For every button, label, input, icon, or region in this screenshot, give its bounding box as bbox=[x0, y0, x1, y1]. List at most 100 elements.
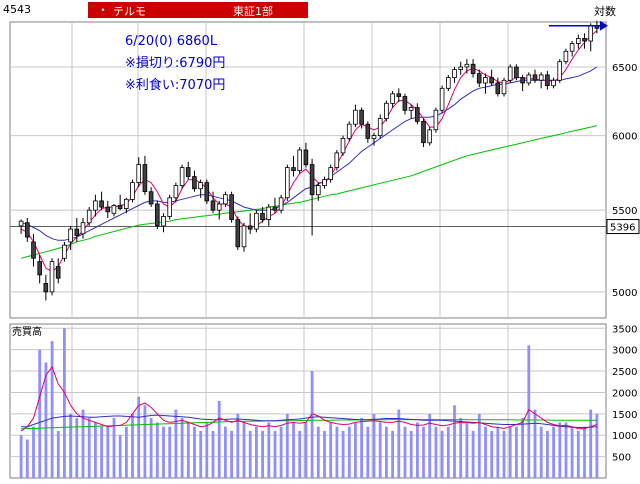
volume-bar bbox=[366, 426, 370, 478]
candle-body bbox=[80, 222, 86, 235]
candle-body bbox=[297, 149, 302, 172]
volume-bar bbox=[81, 409, 85, 478]
volume-bar bbox=[391, 430, 394, 478]
candle-body bbox=[439, 87, 445, 111]
volume-bar bbox=[248, 430, 252, 478]
stock-code: 4543 bbox=[3, 3, 31, 16]
volume-bar bbox=[465, 422, 469, 478]
candle-body bbox=[74, 228, 80, 236]
volume-bar bbox=[564, 422, 568, 478]
candle-body bbox=[260, 212, 265, 221]
candle-body bbox=[148, 191, 154, 205]
candle-body bbox=[31, 241, 36, 259]
candle-body bbox=[86, 209, 92, 224]
volume-bar bbox=[558, 422, 562, 478]
volume-bar bbox=[403, 426, 407, 478]
volume-bar bbox=[354, 422, 357, 478]
volume-bar bbox=[539, 426, 543, 478]
price-ma-long-line bbox=[20, 125, 598, 259]
candle-body bbox=[154, 203, 160, 227]
volume-bar bbox=[242, 422, 246, 478]
candle-body bbox=[384, 102, 389, 120]
volume-bar bbox=[267, 422, 271, 478]
volume-bar bbox=[63, 328, 66, 478]
volume-bar bbox=[372, 413, 376, 478]
volume-bar bbox=[236, 413, 240, 478]
candle-body bbox=[315, 185, 321, 196]
volume-bar bbox=[434, 426, 438, 478]
candle-body bbox=[210, 200, 216, 211]
candle-body bbox=[526, 74, 532, 84]
volume-bar bbox=[583, 426, 586, 478]
candle-body bbox=[105, 206, 111, 213]
volume-bar bbox=[527, 345, 531, 478]
candle-body bbox=[514, 66, 519, 79]
chart-header: 4543 ・ テルモ 東証1部 対数 bbox=[0, 0, 640, 20]
candle-body bbox=[216, 203, 222, 211]
candle-body bbox=[464, 63, 470, 68]
volume-bar bbox=[224, 426, 227, 478]
candle-body bbox=[93, 200, 98, 211]
candle-body bbox=[309, 164, 315, 196]
candle-body bbox=[117, 205, 123, 209]
volume-bar bbox=[174, 409, 178, 478]
volume-bar bbox=[378, 422, 382, 478]
chart-annotation: 6/20(0) 6860L bbox=[125, 34, 218, 49]
candle-body bbox=[365, 123, 371, 139]
volume-bar bbox=[422, 426, 425, 478]
candle-body bbox=[266, 206, 271, 221]
volume-bar bbox=[137, 396, 141, 478]
volume-bar bbox=[546, 430, 549, 478]
candle-body bbox=[427, 129, 432, 144]
candle-body bbox=[192, 176, 197, 190]
price-tick-label: 6500 bbox=[612, 63, 637, 74]
candle-body bbox=[24, 222, 30, 238]
candle-body bbox=[396, 93, 402, 97]
current-price-box bbox=[606, 219, 640, 235]
candle-body bbox=[328, 167, 333, 180]
volume-bar bbox=[186, 422, 190, 478]
candle-body bbox=[340, 137, 346, 154]
volume-tick-label: 3000 bbox=[612, 346, 637, 357]
market-label: 東証1部 bbox=[233, 5, 273, 18]
candle-body bbox=[303, 149, 309, 166]
volume-bar bbox=[316, 426, 320, 478]
volume-tick-label: 1000 bbox=[612, 431, 637, 442]
candle-body bbox=[99, 200, 104, 208]
price-ma-mid-line bbox=[20, 66, 598, 241]
volume-bar bbox=[279, 426, 283, 478]
candle-body bbox=[124, 198, 129, 210]
candle-body bbox=[229, 194, 234, 220]
volume-bar bbox=[230, 430, 233, 478]
volume-bar bbox=[323, 430, 326, 478]
volume-bar bbox=[193, 426, 196, 478]
candle-body bbox=[142, 164, 148, 193]
volume-bar bbox=[273, 430, 277, 478]
scale-toggle[interactable]: 対数 bbox=[594, 5, 616, 18]
candle-body bbox=[377, 118, 383, 136]
volume-bar bbox=[360, 418, 363, 478]
volume-bar bbox=[69, 413, 72, 478]
volume-bar bbox=[471, 430, 475, 478]
stock-title-bar bbox=[88, 2, 308, 18]
volume-bar bbox=[94, 422, 97, 478]
volume-bar bbox=[25, 439, 29, 478]
volume-bar bbox=[397, 409, 401, 478]
volume-bar bbox=[50, 341, 54, 478]
volume-bar bbox=[515, 426, 518, 478]
candle-body bbox=[334, 152, 340, 168]
volume-bar bbox=[32, 426, 35, 478]
volume-bar bbox=[329, 422, 333, 478]
candle-body bbox=[185, 167, 191, 177]
volume-bar bbox=[285, 413, 289, 478]
volume-bar bbox=[118, 435, 122, 478]
candle-body bbox=[408, 107, 414, 111]
stock-name: テルモ bbox=[113, 5, 146, 18]
volume-bar bbox=[211, 430, 215, 478]
candle-body bbox=[507, 66, 513, 81]
volume-bar bbox=[100, 426, 103, 478]
volume-bar bbox=[385, 426, 388, 478]
volume-bar bbox=[199, 430, 203, 478]
volume-bar bbox=[255, 426, 258, 478]
